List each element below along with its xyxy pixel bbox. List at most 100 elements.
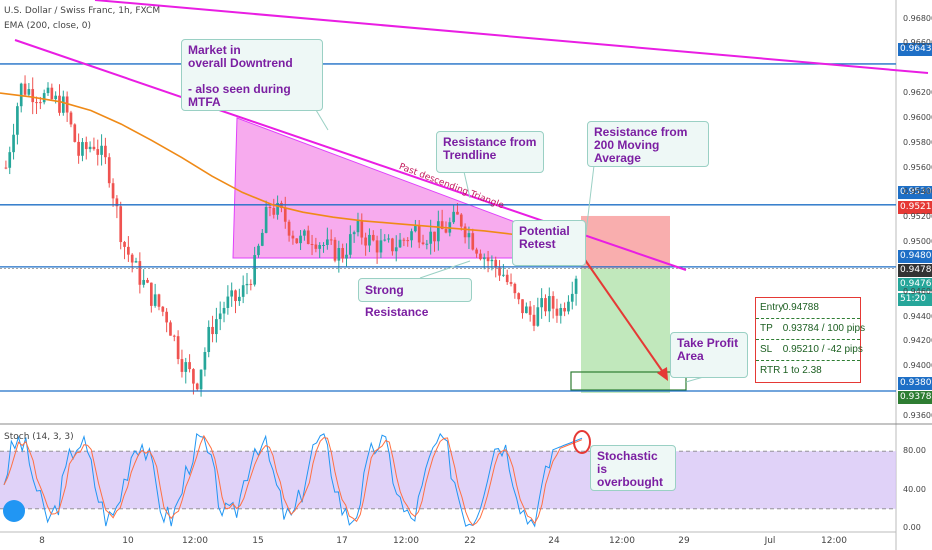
candle-body — [540, 298, 543, 308]
candle-body — [528, 306, 532, 315]
x-tick-label: 12:00 — [821, 536, 847, 546]
candle-body — [27, 89, 31, 95]
candle-body — [253, 255, 256, 285]
candle-body — [180, 359, 184, 372]
target-arrow — [582, 256, 666, 376]
candle-body — [322, 244, 325, 246]
candle-body — [326, 239, 329, 245]
annotation-retest[interactable]: Potential Retest — [512, 220, 586, 266]
candle-body — [138, 261, 142, 285]
candle-body — [505, 274, 509, 283]
candle-body — [337, 248, 341, 261]
candle-body — [490, 259, 494, 262]
x-tick-label: 12:00 — [609, 536, 635, 546]
x-tick-label: 29 — [678, 536, 690, 546]
candle-body — [73, 124, 77, 142]
candle-body — [314, 244, 318, 249]
candle-body — [498, 267, 501, 276]
price-tag: 0.94788 — [898, 264, 932, 277]
candle-body — [211, 326, 214, 335]
candle-body — [417, 226, 421, 243]
candle-body — [153, 294, 157, 306]
annotation-take-profit[interactable]: Take Profit Area — [670, 332, 748, 378]
candle-body — [394, 247, 398, 252]
candle-body — [482, 257, 486, 260]
stoch-tick-label: 0.00 — [903, 523, 921, 532]
x-tick-label: Jul — [764, 536, 776, 546]
candle-body — [257, 245, 260, 256]
candle-body — [306, 230, 310, 245]
candle-body — [134, 261, 138, 263]
x-tick-label: 10 — [122, 536, 134, 546]
candle-body — [238, 296, 241, 302]
candle-body — [364, 237, 367, 246]
candle-body — [352, 232, 356, 235]
candle-body — [551, 296, 555, 309]
tradingview-logo[interactable] — [3, 500, 25, 522]
candle-body — [475, 249, 478, 254]
candle-body — [333, 239, 337, 261]
candle-body — [61, 96, 65, 113]
x-tick-label: 17 — [336, 536, 348, 546]
candle-body — [115, 198, 119, 207]
candle-body — [16, 106, 19, 135]
annotation-ma[interactable]: Resistance from 200 Moving Average — [587, 121, 709, 167]
candle-body — [299, 235, 302, 244]
candle-body — [356, 220, 360, 233]
candle-body — [203, 352, 207, 370]
overbought-marker — [573, 430, 591, 454]
stoch-legend: Stoch (14, 3, 3) — [4, 432, 74, 442]
candle-body — [387, 238, 390, 240]
candle-body — [459, 214, 463, 227]
annotation-stochastic[interactable]: Stochastic is overbought — [590, 445, 676, 491]
x-tick-label: 22 — [464, 536, 476, 546]
candle-body — [96, 149, 100, 155]
candle-body — [260, 232, 264, 246]
candle-body — [215, 319, 218, 335]
x-tick-label: 12:00 — [393, 536, 419, 546]
stat-entry: Entry 0.94788 — [756, 298, 860, 319]
candle-body — [440, 221, 444, 230]
annotation-strong-resistance[interactable]: Strong Resistance — [358, 278, 472, 319]
candle-body — [50, 87, 54, 100]
candle-body — [241, 285, 245, 297]
candle-body — [218, 313, 222, 320]
annotation-trendline[interactable]: Resistance from Trendline — [436, 131, 544, 173]
candle-body — [230, 290, 234, 297]
stoch-tick-label: 80.00 — [903, 446, 926, 456]
candle-body — [509, 282, 513, 284]
ema-line — [0, 92, 516, 236]
annotation-downtrend[interactable]: Market in overall Downtrend - also seen … — [181, 39, 323, 111]
candle-body — [245, 283, 249, 286]
candle-body — [436, 221, 440, 242]
candle-body — [486, 257, 490, 262]
candle-body — [563, 307, 566, 312]
candle-body — [467, 233, 471, 238]
x-tick-label: 8 — [39, 536, 45, 546]
candle-body — [234, 290, 237, 302]
candle-body — [264, 207, 268, 233]
stochastic-panel — [0, 430, 896, 528]
candle-body — [111, 183, 115, 199]
stat-sl: SL 0.95210 / -42 pips — [756, 340, 863, 361]
x-tick-label: 12:00 — [182, 536, 208, 546]
candle-body — [318, 245, 322, 249]
candle-body — [92, 146, 96, 150]
candle-body — [54, 95, 57, 100]
candle-body — [398, 239, 402, 248]
stat-rtr: RTR 1 to 2.38 — [760, 365, 822, 376]
candle-body — [295, 238, 299, 244]
stat-tp: TP 0.93784 / 100 pips — [756, 319, 865, 340]
candle-body — [341, 248, 344, 259]
candle-body — [146, 279, 149, 283]
candle-body — [502, 274, 505, 276]
candle-body — [559, 307, 563, 316]
candle-body — [184, 362, 188, 372]
